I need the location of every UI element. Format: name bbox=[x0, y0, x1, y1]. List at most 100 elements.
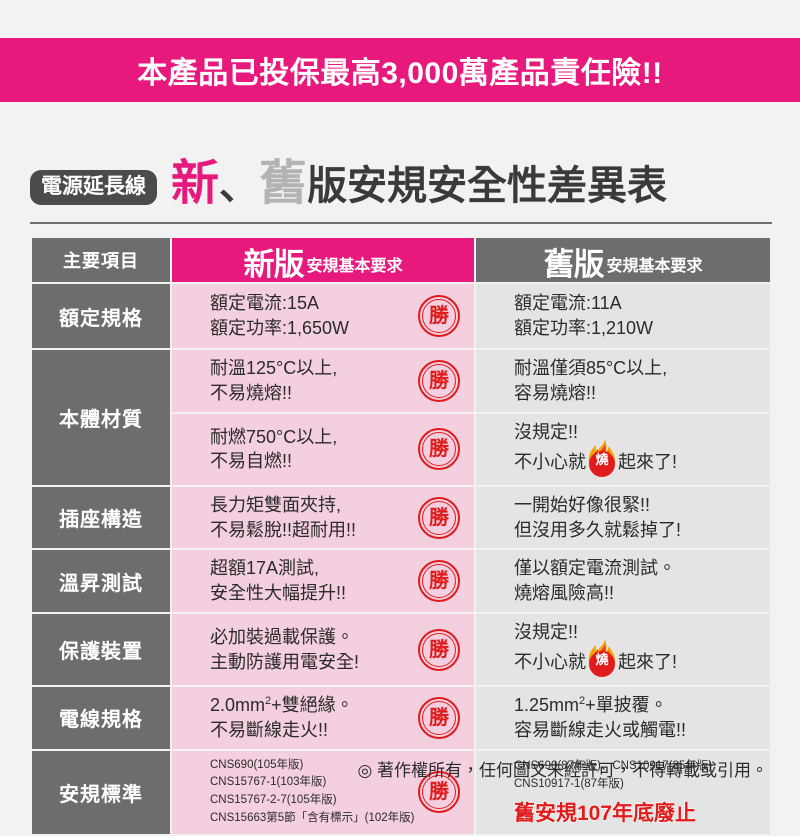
cell-line: 容易燒熔!! bbox=[513, 383, 596, 403]
cell-line: 額定電流:15A bbox=[210, 293, 320, 314]
row-label-protection-device: 保護裝置 bbox=[32, 614, 170, 685]
header-cell-old: 舊版 安規基本要求 bbox=[475, 238, 770, 282]
title-old-char: 舊 bbox=[259, 157, 308, 210]
win-stamp-char: 勝 bbox=[428, 570, 449, 593]
header-cell-category: 主要項目 bbox=[32, 238, 170, 282]
win-stamp-char: 勝 bbox=[428, 438, 449, 461]
fire-icon: 燒 bbox=[585, 438, 619, 479]
infographic-page: 本產品已投保最高3,000萬產品責任險!! 電源延長線 新、舊版安規安全性差異表… bbox=[0, 38, 800, 834]
cell-line: 但沒用多久就鬆掉了! bbox=[513, 519, 681, 540]
header-old-big: 舊版 bbox=[543, 246, 604, 282]
title-separator: 、 bbox=[219, 164, 260, 208]
win-stamp-char: 勝 bbox=[428, 638, 449, 661]
wire-insulation-new: +雙絕緣。 bbox=[271, 694, 354, 715]
header-old-small: 安規基本要求 bbox=[606, 258, 703, 276]
table-row: 本體材質 耐溫125°C以上, 不易燒熔!! 勝 耐溫僅須85°C以上, 容易燒… bbox=[32, 350, 770, 485]
table-row: 電線規格 2.0mm2+雙絕緣。 不易斷線走火!! 勝 1.25mm2+單披覆。… bbox=[32, 686, 770, 749]
cell-line-with-fire: 不小心就燒起來了! bbox=[513, 438, 770, 479]
cell-line: 安全性大幅提升!! bbox=[210, 583, 347, 604]
page-title: 新、舊版安規安全性差異表 bbox=[171, 157, 668, 210]
win-stamp-icon: 勝 bbox=[417, 295, 460, 337]
win-stamp-icon: 勝 bbox=[417, 628, 460, 671]
copyright-footer: ◎ 著作權所有，任何圖文未經許可，不得轉載或引用。 bbox=[357, 761, 768, 780]
cell-line: 長力矩雙面夾持, bbox=[210, 494, 342, 515]
cell-line: 額定電流:11A bbox=[513, 293, 622, 314]
comparison-table: 主要項目 新版 安規基本要求 舊版 安規基本要求 額定規格 bbox=[30, 236, 772, 836]
cell-new-body-material-b: 耐燃750°C以上, 不易自燃!! 勝 bbox=[172, 414, 474, 485]
cell-line: 超額17A測試, bbox=[210, 558, 320, 579]
cell-line: 1.25mm2+單披覆。 bbox=[514, 693, 770, 718]
wire-gauge-new: 2.0mm bbox=[210, 694, 266, 715]
cell-line-suffix: 起來了! bbox=[617, 451, 677, 472]
row-label-wire-spec: 電線規格 bbox=[32, 686, 170, 749]
cell-old-socket-structure: 一開始好像很緊!! 但沒用多久就鬆掉了! bbox=[475, 486, 770, 549]
cell-line: 額定功率:1,650W bbox=[210, 318, 350, 338]
row-label-socket-structure: 插座構造 bbox=[32, 486, 170, 549]
cell-line: 不易鬆脫!!超耐用!! bbox=[210, 519, 357, 540]
title-divider bbox=[30, 222, 772, 224]
cell-line: 沒規定!! bbox=[513, 422, 578, 442]
cell-new-wire-spec: 2.0mm2+雙絕緣。 不易斷線走火!! 勝 bbox=[172, 686, 474, 749]
table-row: 保護裝置 必加裝過載保護。 主動防護用電安全! 勝 沒規定!! 不小心就燒起來了… bbox=[32, 614, 770, 685]
cell-line: 沒規定!! bbox=[513, 622, 578, 643]
cell-new-protection-device: 必加裝過載保護。 主動防護用電安全! 勝 bbox=[172, 614, 474, 685]
win-stamp-icon: 勝 bbox=[417, 696, 460, 739]
insurance-banner: 本產品已投保最高3,000萬產品責任險!! bbox=[0, 38, 800, 102]
table-header-row: 主要項目 新版 安規基本要求 舊版 安規基本要求 bbox=[32, 238, 770, 282]
win-stamp-char: 勝 bbox=[428, 370, 449, 392]
title-rest: 版安規安全性差異表 bbox=[307, 164, 668, 208]
win-stamp-char: 勝 bbox=[428, 781, 449, 804]
cell-line: 耐溫僅須85°C以上, bbox=[513, 358, 668, 379]
cell-line: 耐溫125°C以上, bbox=[210, 358, 338, 379]
cell-line-prefix: 不小心就 bbox=[513, 651, 586, 672]
product-category-badge: 電源延長線 bbox=[30, 169, 157, 205]
standard-line: CNS10917-1(87年版) bbox=[513, 777, 624, 790]
row-label-rated-spec: 額定規格 bbox=[32, 284, 170, 348]
cell-old-protection-device: 沒規定!! 不小心就燒起來了! bbox=[475, 614, 770, 685]
title-new-char: 新 bbox=[171, 157, 220, 210]
row-label-temp-rise-test: 溫昇測試 bbox=[32, 550, 170, 613]
cell-line: 不易自燃!! bbox=[210, 451, 293, 472]
win-stamp-char: 勝 bbox=[428, 506, 449, 529]
standard-line: CNS690(105年版) bbox=[210, 758, 304, 771]
cell-old-rated-spec: 額定電流:11A 額定功率:1,210W bbox=[475, 284, 770, 348]
cell-line: 僅以額定電流測試。 bbox=[513, 558, 676, 579]
header-cell-new: 新版 安規基本要求 bbox=[172, 238, 474, 282]
cell-old-body-material-b: 沒規定!! 不小心就燒起來了! bbox=[475, 414, 770, 485]
cell-new-body-material-a: 耐溫125°C以上, 不易燒熔!! 勝 bbox=[172, 350, 474, 412]
win-stamp-icon: 勝 bbox=[417, 428, 460, 471]
table-row: 插座構造 長力矩雙面夾持, 不易鬆脫!!超耐用!! 勝 一開始好像很緊!! 但沒… bbox=[32, 486, 770, 549]
fire-icon-char: 燒 bbox=[595, 651, 609, 667]
cell-line: 容易斷線走火或觸電!! bbox=[513, 719, 686, 740]
fire-icon: 燒 bbox=[585, 638, 619, 679]
cell-line-prefix: 不小心就 bbox=[513, 451, 586, 472]
cell-new-rated-spec: 額定電流:15A 額定功率:1,650W 勝 bbox=[172, 284, 474, 348]
win-stamp-icon: 勝 bbox=[417, 360, 460, 402]
win-stamp-char: 勝 bbox=[428, 305, 449, 327]
wire-insulation-old: +單披覆。 bbox=[585, 694, 668, 715]
cell-line: 燒熔風險高!! bbox=[513, 583, 614, 604]
win-stamp-icon: 勝 bbox=[417, 560, 460, 603]
header-new-small: 安規基本要求 bbox=[306, 258, 403, 276]
cell-line: 一開始好像很緊!! bbox=[513, 494, 650, 515]
cell-line: 必加裝過載保護。 bbox=[210, 626, 354, 647]
cell-new-socket-structure: 長力矩雙面夾持, 不易鬆脫!!超耐用!! 勝 bbox=[172, 486, 474, 549]
wire-gauge-old-sup: 2 bbox=[578, 694, 586, 707]
standard-line: CNS15767-1(103年版) bbox=[210, 776, 327, 789]
row-label-body-material: 本體材質 bbox=[32, 350, 170, 485]
win-stamp-icon: 勝 bbox=[417, 496, 460, 539]
table-row: 額定規格 額定電流:15A 額定功率:1,650W 勝 額定電流:11A 額定功… bbox=[32, 284, 770, 348]
abolish-warning: 舊安規107年底廢止 bbox=[513, 801, 697, 825]
wire-gauge-old: 1.25mm bbox=[513, 694, 579, 715]
cell-line-suffix: 起來了! bbox=[617, 651, 677, 672]
header-new-big: 新版 bbox=[243, 246, 304, 282]
insurance-banner-text: 本產品已投保最高3,000萬產品責任險!! bbox=[137, 57, 663, 90]
cell-new-temp-rise-test: 超額17A測試, 安全性大幅提升!! 勝 bbox=[172, 550, 474, 613]
cell-line: 主動防護用電安全! bbox=[210, 651, 360, 672]
cell-line: 2.0mm2+雙絕緣。 bbox=[210, 693, 474, 718]
cell-line: 不易斷線走火!! bbox=[210, 719, 329, 740]
cell-line: 額定功率:1,210W bbox=[513, 318, 653, 338]
cell-line-with-fire: 不小心就燒起來了! bbox=[513, 638, 770, 679]
cell-old-temp-rise-test: 僅以額定電流測試。 燒熔風險高!! bbox=[475, 550, 770, 613]
standard-line: CNS690(87年版)、CNS10917(85年版) bbox=[513, 759, 713, 772]
